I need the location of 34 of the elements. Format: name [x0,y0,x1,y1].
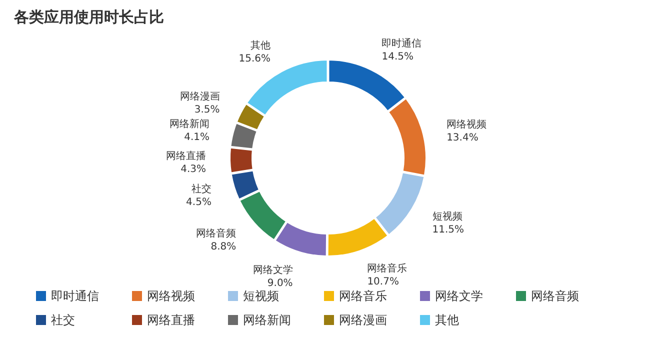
legend-label: 网络新闻 [243,313,291,327]
legend-label: 网络直播 [147,313,195,327]
slice-label: 其他 [250,39,271,52]
legend-label: 网络音乐 [339,289,387,303]
slice-label: 网络音乐 [367,262,408,275]
slice-label: 网络文学 [252,264,293,276]
legend-label: 网络音频 [531,289,579,303]
data-label: 4.1% [184,132,210,143]
legend-label: 短视频 [243,289,279,303]
slice-label: 网络新闻 [170,118,210,130]
data-label: 14.5% [382,51,414,62]
legend-label: 网络漫画 [339,313,387,327]
data-label: 4.5% [186,197,212,208]
legend-label: 网络视频 [147,289,195,303]
data-label: 13.4% [446,132,478,144]
data-label: 3.5% [194,104,220,116]
slice-label: 网络漫画 [180,90,220,103]
slice-label: 即时通信 [382,37,422,50]
legend-label: 即时通信 [51,289,99,303]
data-label: 11.5% [432,224,464,236]
data-label: 8.8% [210,241,236,252]
legend-label: 网络文学 [435,289,483,303]
slice-label: 网络直播 [166,150,206,162]
slice-label: 网络音频 [196,227,236,240]
data-label: 10.7% [367,276,399,288]
slice-label: 网络视频 [446,118,487,130]
slice-label: 社交 [191,183,212,196]
data-label: 9.0% [267,278,293,289]
data-label: 15.6% [238,53,271,64]
slice-label: 短视频 [432,210,462,222]
data-label: 4.3% [180,164,206,175]
legend-label: 社交 [51,313,75,327]
chart-title: 各类应用使用时长占比 [13,8,164,26]
legend-label: 其他 [435,313,459,327]
